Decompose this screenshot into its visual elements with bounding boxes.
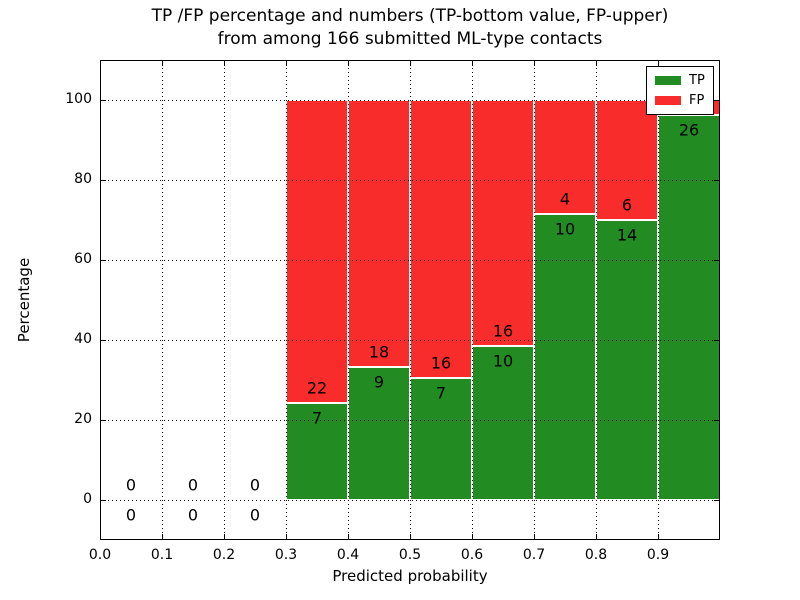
tp-count-label: 14 bbox=[616, 225, 638, 245]
x-tick-mark bbox=[658, 534, 659, 540]
y-tick-mark bbox=[714, 260, 720, 261]
fp-count-label: 22 bbox=[306, 378, 328, 398]
x-tick-label: 0.0 bbox=[88, 547, 112, 563]
bar-tp-segment bbox=[472, 346, 534, 500]
tp-count-label: 10 bbox=[554, 219, 576, 239]
x-tick-mark bbox=[472, 534, 473, 540]
tp-count-label: 0 bbox=[125, 505, 137, 525]
x-tick-label: 0.1 bbox=[150, 547, 174, 563]
fp-count-label: 16 bbox=[492, 321, 514, 341]
x-tick-label: 0.7 bbox=[522, 547, 546, 563]
tp-count-label: 0 bbox=[249, 505, 261, 525]
x-tick-mark bbox=[286, 534, 287, 540]
v-gridline bbox=[162, 60, 163, 540]
bar-fp-segment bbox=[348, 100, 410, 367]
x-axis-label: Predicted probability bbox=[332, 567, 488, 585]
x-tick-mark bbox=[162, 60, 163, 66]
bar-fp-segment bbox=[286, 100, 348, 404]
fp-count-label: 0 bbox=[249, 475, 261, 495]
x-tick-mark bbox=[534, 60, 535, 66]
x-tick-label: 0.9 bbox=[646, 547, 670, 563]
plot-area: 0000002271891671610410614126 bbox=[100, 60, 720, 540]
x-tick-mark bbox=[348, 534, 349, 540]
v-gridline bbox=[472, 60, 473, 540]
y-tick-label: 40 bbox=[74, 331, 92, 347]
bar-tp-segment bbox=[410, 378, 472, 500]
v-gridline bbox=[658, 60, 659, 540]
legend-entry-fp: FP bbox=[655, 93, 705, 108]
bar-fp-segment bbox=[472, 100, 534, 347]
v-gridline bbox=[534, 60, 535, 540]
y-tick-label: 80 bbox=[74, 171, 92, 187]
x-tick-mark bbox=[224, 534, 225, 540]
y-tick-mark bbox=[100, 260, 106, 261]
y-axis-label: Percentage bbox=[15, 257, 33, 343]
bar-fp-segment bbox=[410, 100, 472, 379]
fp-count-label: 4 bbox=[559, 189, 571, 209]
v-gridline bbox=[410, 60, 411, 540]
y-tick-mark bbox=[100, 420, 106, 421]
legend: TP FP bbox=[646, 66, 714, 115]
tp-count-label: 9 bbox=[373, 372, 385, 392]
y-tick-mark bbox=[714, 180, 720, 181]
tp-count-label: 7 bbox=[435, 383, 447, 403]
x-tick-mark bbox=[410, 534, 411, 540]
x-tick-mark bbox=[658, 60, 659, 66]
y-tick-mark bbox=[100, 180, 106, 181]
fp-count-label: 18 bbox=[368, 342, 390, 362]
x-tick-mark bbox=[286, 60, 287, 66]
x-tick-label: 0.3 bbox=[274, 547, 298, 563]
legend-label-tp: TP bbox=[689, 73, 705, 88]
y-tick-label: 60 bbox=[74, 251, 92, 267]
v-gridline bbox=[596, 60, 597, 540]
fp-count-label: 16 bbox=[430, 353, 452, 373]
y-tick-mark bbox=[714, 100, 720, 101]
v-gridline bbox=[348, 60, 349, 540]
y-tick-mark bbox=[714, 340, 720, 341]
y-tick-label: 0 bbox=[83, 491, 92, 507]
x-tick-mark bbox=[596, 60, 597, 66]
x-tick-label: 0.4 bbox=[336, 547, 360, 563]
y-tick-label: 100 bbox=[65, 91, 92, 107]
y-tick-label: 20 bbox=[74, 411, 92, 427]
fp-count-label: 0 bbox=[187, 475, 199, 495]
y-tick-mark bbox=[100, 500, 106, 501]
chart-title-line2: from among 166 submitted ML-type contact… bbox=[217, 29, 603, 49]
x-tick-mark bbox=[224, 60, 225, 66]
x-tick-mark bbox=[162, 534, 163, 540]
fp-count-label: 6 bbox=[621, 195, 633, 215]
v-gridline bbox=[286, 60, 287, 540]
x-tick-mark bbox=[534, 534, 535, 540]
tp-count-label: 26 bbox=[678, 120, 700, 140]
x-tick-mark bbox=[100, 534, 101, 540]
tp-count-label: 10 bbox=[492, 351, 514, 371]
x-tick-mark bbox=[348, 60, 349, 66]
v-gridline bbox=[224, 60, 225, 540]
x-tick-mark bbox=[472, 60, 473, 66]
chart-title-line1: TP /FP percentage and numbers (TP-bottom… bbox=[151, 6, 669, 26]
bar-tp-segment bbox=[534, 214, 596, 500]
legend-entry-tp: TP bbox=[655, 73, 705, 88]
bar-tp-segment bbox=[658, 114, 720, 500]
tp-swatch bbox=[655, 76, 681, 85]
fp-swatch bbox=[655, 96, 681, 105]
bar-tp-segment bbox=[596, 220, 658, 500]
chart-title: TP /FP percentage and numbers (TP-bottom… bbox=[100, 5, 720, 51]
x-tick-label: 0.2 bbox=[212, 547, 236, 563]
x-tick-mark bbox=[100, 60, 101, 66]
legend-label-fp: FP bbox=[689, 93, 705, 108]
x-tick-label: 0.6 bbox=[460, 547, 484, 563]
x-tick-label: 0.8 bbox=[584, 547, 608, 563]
x-tick-mark bbox=[410, 60, 411, 66]
x-tick-label: 0.5 bbox=[398, 547, 422, 563]
x-tick-mark bbox=[596, 534, 597, 540]
y-tick-mark bbox=[100, 340, 106, 341]
tp-count-label: 0 bbox=[187, 505, 199, 525]
y-tick-mark bbox=[100, 100, 106, 101]
tp-count-label: 7 bbox=[311, 408, 323, 428]
fp-count-label: 0 bbox=[125, 475, 137, 495]
y-tick-mark bbox=[714, 500, 720, 501]
y-tick-mark bbox=[714, 420, 720, 421]
